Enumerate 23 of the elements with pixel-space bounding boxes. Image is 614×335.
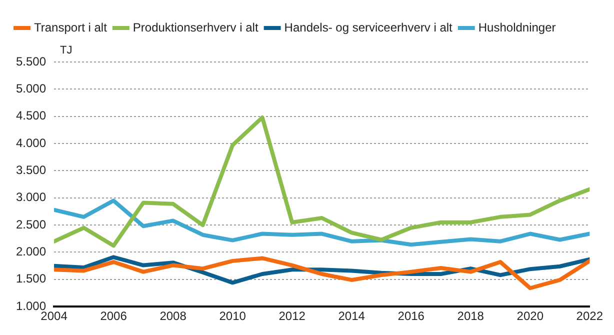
- y-tick-label: 5.500: [16, 54, 46, 68]
- y-tick-label: 4.500: [16, 108, 46, 123]
- y-tick-label: 3.000: [16, 190, 46, 204]
- x-tick-label: 2018: [457, 309, 484, 324]
- x-tick-label: 2020: [516, 309, 544, 324]
- legend-label: Transport i alt: [34, 20, 108, 34]
- x-tick-label: 2012: [278, 309, 306, 324]
- y-tick-label: 2.000: [16, 244, 46, 259]
- legend-label: Husholdninger: [478, 20, 556, 34]
- x-tick-label: 2016: [398, 309, 425, 324]
- y-tick-label: 4.000: [16, 136, 46, 150]
- y-tick-label: 3.500: [16, 163, 46, 178]
- y-tick-label: 5.000: [16, 81, 46, 96]
- y-tick-label: 2.500: [16, 217, 46, 232]
- x-tick-label: 2006: [100, 309, 128, 324]
- x-tick-label: 2022: [576, 309, 604, 324]
- y-tick-label: 1.500: [16, 272, 46, 286]
- y-axis-title: TJ: [60, 44, 72, 57]
- x-tick-label: 2014: [338, 309, 366, 324]
- legend-label: Handels- og serviceerhverv i alt: [284, 20, 454, 34]
- x-tick-label: 2008: [160, 309, 187, 324]
- legend-label: Produktionserhverv i alt: [132, 20, 259, 34]
- x-tick-label: 2010: [219, 309, 246, 324]
